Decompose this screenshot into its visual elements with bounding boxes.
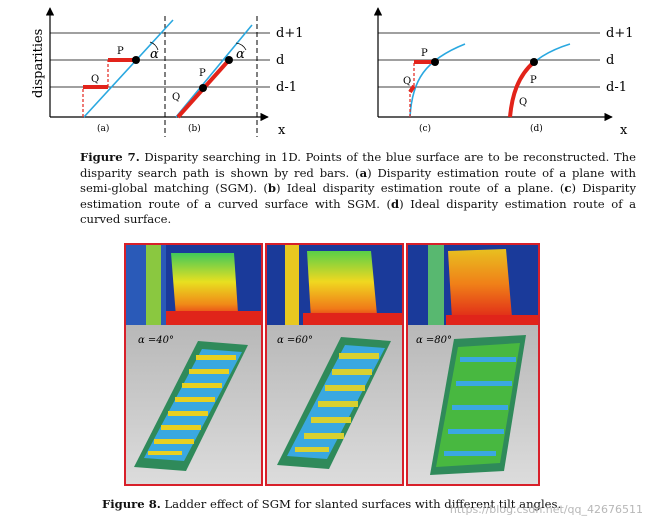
right-diagram: Q P P Q d+1 d d-1 x (c) (d) bbox=[373, 7, 634, 138]
x-axis-label-right: x bbox=[620, 123, 628, 138]
angle-arc bbox=[235, 42, 247, 51]
figure-8-panel-80: α =80° bbox=[406, 243, 540, 486]
label-p-b: P bbox=[199, 68, 206, 79]
alpha-label-a: α bbox=[150, 47, 159, 62]
blue-surface-c bbox=[409, 43, 466, 118]
level-d: d bbox=[276, 53, 284, 68]
x-axis-label-left: x bbox=[278, 123, 286, 138]
caption-ref: a bbox=[359, 165, 368, 180]
point-marker bbox=[225, 56, 233, 64]
label-q-a: Q bbox=[91, 74, 99, 85]
red-path-d bbox=[508, 60, 536, 118]
alpha-label-b: α bbox=[236, 47, 245, 62]
y-axis-label: disparities bbox=[31, 29, 46, 98]
point-marker bbox=[431, 58, 439, 66]
label-q-d: Q bbox=[519, 97, 527, 108]
panel-image: α =60° bbox=[267, 245, 402, 484]
label-p-c: P bbox=[421, 48, 428, 59]
sub-label-b: (b) bbox=[188, 123, 201, 134]
caption-ref: b bbox=[267, 181, 277, 196]
point-marker bbox=[199, 84, 207, 92]
sub-label-a: (a) bbox=[97, 123, 109, 134]
point-marker bbox=[132, 56, 140, 64]
left-diagram: Q P α Q P α d+1 d d-1 x (a) (b) disparit… bbox=[31, 7, 304, 138]
blue-surface-a bbox=[83, 19, 174, 118]
red-path-c1 bbox=[408, 84, 416, 94]
caption-label: Figure 8. bbox=[102, 497, 161, 511]
panel-image: α =40° bbox=[126, 245, 261, 484]
angle-label-60: α =60° bbox=[277, 335, 313, 346]
level-d-minus-1: d-1 bbox=[276, 80, 297, 95]
caption-ref: d bbox=[391, 196, 400, 211]
caption-text: Disparity searching in 1D. Points of the… bbox=[80, 150, 636, 180]
point-marker bbox=[530, 58, 538, 66]
level-d-plus-1: d+1 bbox=[276, 26, 304, 41]
label-q-c: Q bbox=[403, 76, 411, 87]
caption-text: ) Ideal disparity estimation route of a … bbox=[276, 181, 565, 196]
level-d: d bbox=[606, 53, 614, 68]
angle-arc bbox=[149, 41, 159, 51]
sub-label-d: (d) bbox=[530, 123, 543, 134]
figure-8-panel-40: α =40° bbox=[124, 243, 263, 486]
angle-label-40: α =40° bbox=[138, 335, 174, 346]
caption-label: Figure 7. bbox=[80, 150, 140, 164]
label-q-b: Q bbox=[172, 92, 180, 103]
label-p-a: P bbox=[117, 46, 124, 57]
figure-7-diagram: Q P α Q P α d+1 d d-1 x (a) (b) disparit… bbox=[31, 7, 634, 138]
watermark: https://blog.csdn.net/qq_42676511 bbox=[449, 503, 643, 516]
caption-text: ) Disparity estimation route of a plane … bbox=[80, 165, 636, 196]
caption-text: Ladder effect of SGM for slanted surface… bbox=[160, 497, 562, 511]
level-d-minus-1: d-1 bbox=[606, 80, 627, 95]
caption-text: ) Disparity estimation route of a curved… bbox=[80, 181, 636, 211]
figure-8-caption: Figure 8. Ladder effect of SGM for slant… bbox=[102, 497, 562, 513]
label-p-d: P bbox=[530, 75, 537, 86]
figure-7-caption: Figure 7. Disparity searching in 1D. Poi… bbox=[80, 150, 636, 228]
figure-8-panel-60: α =60° bbox=[265, 243, 404, 486]
blue-surface-b bbox=[175, 24, 253, 118]
sub-label-c: (c) bbox=[419, 123, 431, 134]
angle-label-80: α =80° bbox=[416, 335, 452, 346]
caption-text: ) Ideal disparity estimation route of a … bbox=[80, 196, 636, 227]
panel-image: α =80° bbox=[408, 245, 538, 484]
caption-ref: c bbox=[564, 181, 572, 196]
level-d-plus-1: d+1 bbox=[606, 26, 634, 41]
